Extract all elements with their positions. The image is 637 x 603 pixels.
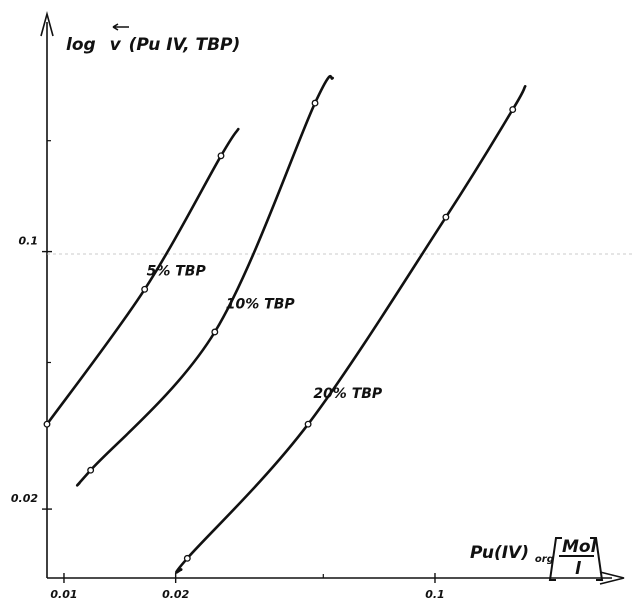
x-ticks: 0.01 0.02 0.1 xyxy=(50,573,445,601)
data-point-0-0 xyxy=(43,420,51,428)
y-axis-label-v: v xyxy=(110,35,122,55)
series-label-10-tbp: 10% TBP xyxy=(226,297,296,313)
y-axis-label-log: log xyxy=(66,35,96,55)
series-10-tbp: 10% TBP xyxy=(75,74,334,487)
series-5-tbp: 5% TBP xyxy=(43,127,240,428)
y-axis xyxy=(40,10,54,578)
x-axis-label-main: Pu(IV) xyxy=(470,543,529,563)
data-point-2-1 xyxy=(304,420,312,428)
x-tick-label-0: 0.01 xyxy=(50,588,77,601)
vector-arrow-icon xyxy=(112,23,129,31)
data-point-2-2 xyxy=(442,213,450,221)
series-layer: 5% TBP 10% TBP 20% TBP xyxy=(43,74,527,574)
y-axis-label: log v (Pu IV, TBP) xyxy=(66,35,240,55)
x-axis xyxy=(47,571,625,585)
y-tick-label-0: 0.02 xyxy=(11,492,38,505)
x-tick-label-1: 0.02 xyxy=(162,588,189,601)
data-point-1-0 xyxy=(87,466,95,474)
series-label-5-tbp: 5% TBP xyxy=(147,264,207,280)
y-ticks: 0.02 0.1 xyxy=(11,140,52,510)
series-line-10-tbp xyxy=(75,74,334,487)
data-point-0-2 xyxy=(217,152,225,160)
x-axis-label-sub: org xyxy=(535,554,554,565)
svg-text:Pu(IV) org: Pu(IV) org xyxy=(470,543,554,565)
y-tick-label-1: 0.1 xyxy=(19,235,39,248)
data-point-2-3 xyxy=(509,106,517,113)
right-bracket xyxy=(590,537,604,581)
x-tick-label-2: 0.1 xyxy=(425,588,445,601)
left-bracket xyxy=(548,537,562,581)
series-line-20-tbp xyxy=(175,85,527,574)
x-axis-label: Pu(IV) org Mol l xyxy=(470,537,604,581)
data-point-0-1 xyxy=(141,285,149,293)
x-axis-unit-den: l xyxy=(575,559,582,579)
series-label-20-tbp: 20% TBP xyxy=(313,386,383,402)
data-point-1-2 xyxy=(311,99,319,107)
x-axis-unit-num: Mol xyxy=(562,537,598,557)
series-20-tbp: 20% TBP xyxy=(175,85,527,574)
series-line-5-tbp xyxy=(45,127,240,426)
data-point-2-0 xyxy=(183,554,191,562)
data-point-1-1 xyxy=(211,328,219,336)
y-axis-label-rest: (Pu IV, TBP) xyxy=(129,35,241,55)
